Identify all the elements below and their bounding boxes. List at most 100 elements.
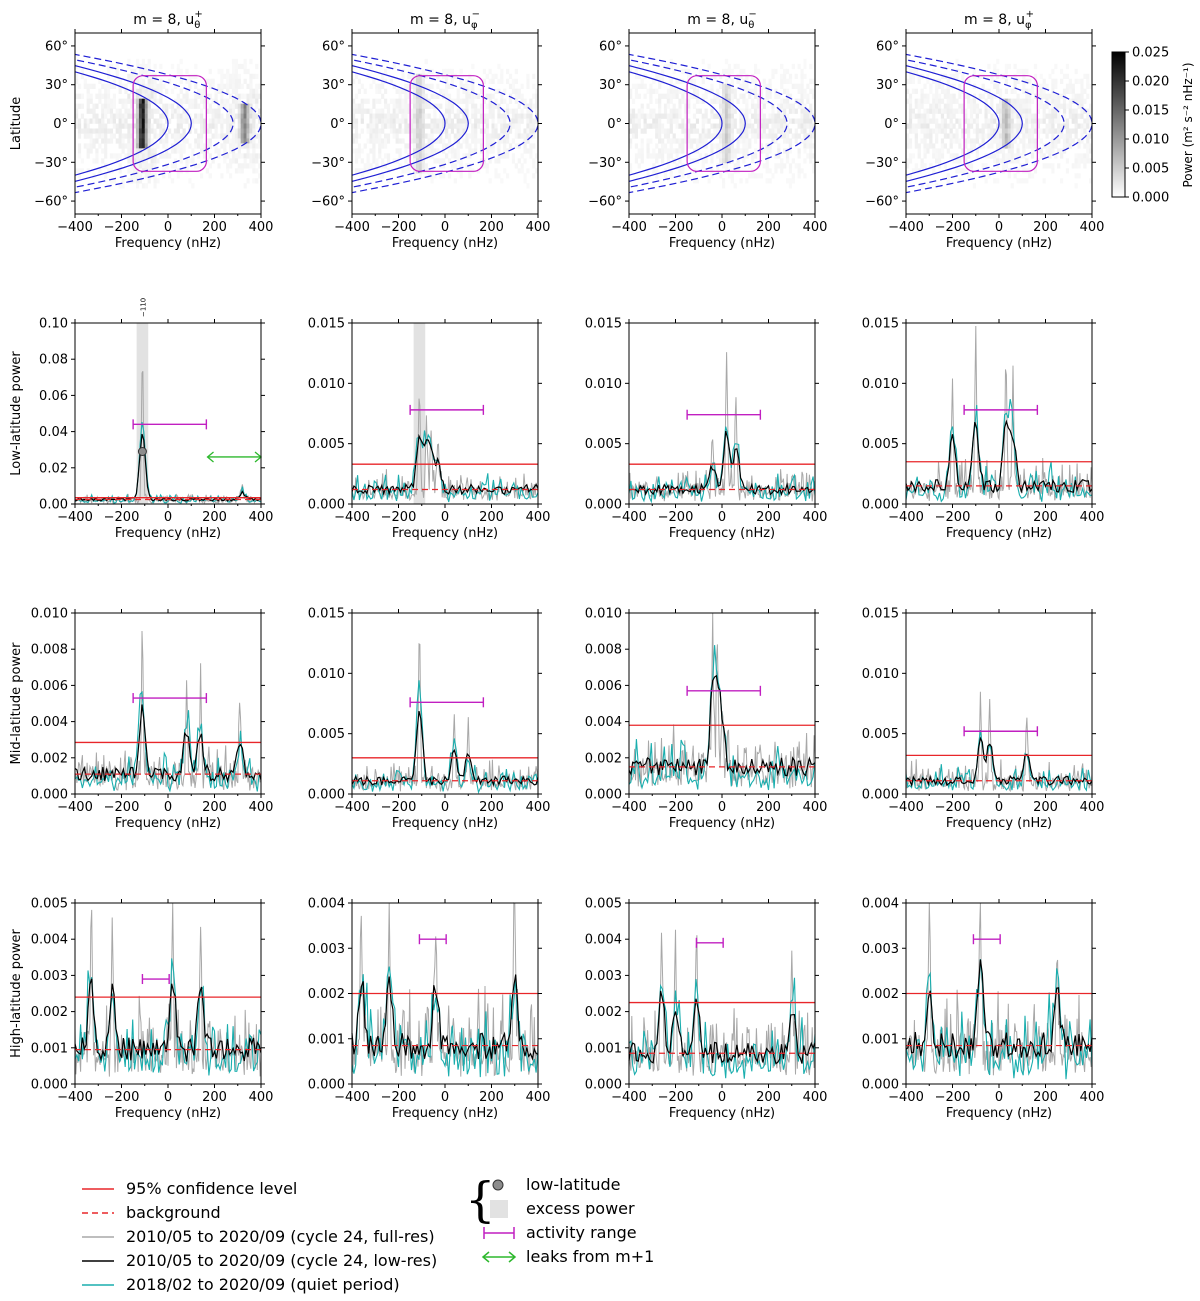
heatmap-cell (736, 63, 740, 70)
y-tick-label: 60° (322, 39, 345, 54)
heatmap-cell (430, 118, 434, 124)
heatmap-cell (421, 153, 425, 159)
heatmap-cell (418, 128, 423, 134)
heatmap-cell (1077, 143, 1081, 149)
heatmap-cell (809, 123, 813, 129)
heatmap-cell (141, 138, 146, 144)
heatmap-cell (687, 68, 691, 75)
heatmap-cell (695, 143, 700, 149)
heatmap-cell (1013, 173, 1017, 179)
heatmap-cell (1019, 123, 1023, 129)
activity-box (686, 75, 761, 172)
heatmap-cell (86, 103, 90, 109)
heatmap-cell (127, 58, 131, 65)
heatmap-cell (188, 78, 192, 85)
heatmap-cell (797, 88, 801, 94)
heatmap-cell (252, 123, 256, 129)
full-res-series (905, 902, 1093, 1076)
y-tick-label: 0.005 (585, 437, 622, 452)
full-res-series (351, 643, 539, 792)
heatmap-cell (494, 128, 498, 134)
heatmap-cell (445, 78, 449, 85)
heatmap-cell (80, 73, 85, 80)
heatmap-cell (1060, 68, 1064, 75)
heatmap-cell (952, 153, 956, 159)
heatmap-cell (704, 153, 708, 159)
heatmap-cell (80, 158, 85, 164)
heatmap-cell (768, 168, 772, 174)
heatmap-cell (1010, 108, 1014, 114)
heatmap-cell (1065, 63, 1070, 70)
heatmap-cell (255, 83, 259, 89)
heatmap-cell (514, 113, 518, 119)
heatmap-cell (234, 153, 239, 159)
heatmap-cell (86, 118, 90, 124)
heatmap-cell (500, 123, 504, 129)
heatmap-cell (147, 143, 151, 149)
heatmap-cell (1001, 138, 1006, 144)
heatmap-cell (208, 68, 212, 75)
heatmap-cell (168, 78, 172, 85)
heatmap-cell (202, 153, 207, 159)
heatmap-cell (112, 78, 116, 85)
heatmap-cell (646, 178, 650, 184)
heatmap-cell (249, 153, 253, 159)
heatmap-cell (133, 93, 137, 99)
heatmap-cell (1071, 93, 1075, 99)
heatmap-cell (701, 58, 705, 65)
heatmap-cell (972, 128, 977, 134)
heatmap-cell (803, 173, 807, 179)
heatmap-cell (506, 103, 510, 109)
heatmap-cell (194, 98, 198, 104)
heatmap-cell (162, 83, 166, 89)
heatmap-cell (188, 123, 192, 129)
heatmap-cell (240, 108, 244, 114)
heatmap-cell (133, 98, 137, 104)
heatmap-cell (418, 108, 423, 114)
heatmap-cell (634, 123, 639, 129)
heatmap-cell (675, 153, 679, 159)
heatmap-cell (800, 83, 804, 89)
x-tick-label: 200 (1033, 220, 1058, 235)
heatmap-cell (465, 143, 469, 149)
heatmap-cell (759, 108, 763, 114)
heatmap-cell (159, 113, 163, 119)
heatmap-cell (413, 123, 417, 129)
heatmap-cell (701, 123, 705, 129)
heatmap-cell (1028, 108, 1032, 114)
heatmap-cell (1028, 133, 1032, 139)
heatmap-cell (162, 113, 166, 119)
heatmap-cell (378, 83, 382, 89)
heatmap-cell (462, 83, 466, 89)
heatmap-cell (719, 108, 723, 114)
heatmap-cell (753, 78, 758, 85)
heatmap-cell (1054, 103, 1058, 109)
heatmap-cell (687, 123, 691, 129)
heatmap-cell (98, 118, 102, 124)
heatmap-cell (197, 153, 201, 159)
heatmap-cell (424, 73, 428, 80)
heatmap-cell (500, 68, 504, 75)
heatmap-cell (634, 83, 639, 89)
heatmap-cell (964, 168, 968, 174)
heatmap-cell (655, 153, 659, 159)
plot-frame (351, 322, 539, 505)
y-tick-label: 0.015 (308, 607, 345, 622)
heatmap-cell (249, 123, 253, 129)
y-tick-label: 0.000 (308, 788, 345, 803)
heatmap-cell (229, 118, 233, 124)
heatmap-cell (672, 93, 676, 99)
heatmap-cell (929, 88, 933, 94)
heatmap-cell (450, 153, 455, 159)
heatmap-cell (969, 138, 974, 144)
heatmap-cell (1004, 88, 1009, 94)
x-tick-label: 0 (441, 800, 449, 815)
heatmap-cell (357, 148, 362, 154)
heatmap-cell (730, 88, 734, 94)
heatmap-cell (153, 78, 157, 85)
heatmap-cell (961, 148, 965, 154)
heatmap-cell (967, 78, 971, 85)
heatmap-cell (514, 68, 518, 75)
heatmap-cell (631, 118, 636, 124)
heatmap-cell (958, 88, 962, 94)
